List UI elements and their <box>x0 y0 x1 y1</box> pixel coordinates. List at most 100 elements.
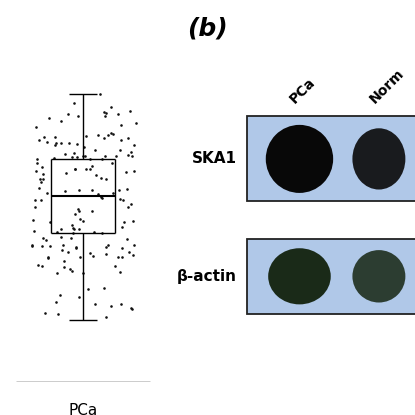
Point <box>103 244 109 251</box>
Point <box>77 253 84 260</box>
Point <box>69 229 76 236</box>
Point <box>121 218 127 225</box>
Point <box>87 166 94 173</box>
Point <box>101 113 108 120</box>
Point <box>69 154 76 160</box>
Point <box>84 286 91 292</box>
Point <box>128 305 134 311</box>
Point <box>40 134 47 141</box>
Point <box>131 242 138 249</box>
Point <box>80 218 86 225</box>
Ellipse shape <box>268 248 331 304</box>
Point <box>94 132 101 139</box>
Point <box>32 168 39 175</box>
Point <box>98 229 105 236</box>
Point <box>109 190 116 196</box>
Ellipse shape <box>352 128 405 190</box>
Point <box>58 234 65 241</box>
Point <box>43 139 50 145</box>
Point <box>125 151 132 158</box>
Point <box>39 234 46 241</box>
Point <box>39 262 46 269</box>
Point <box>40 171 46 177</box>
Point <box>118 223 125 230</box>
Point <box>71 149 78 156</box>
Point <box>107 104 114 110</box>
Point <box>105 242 112 249</box>
Point <box>97 91 104 98</box>
Point <box>117 121 124 128</box>
Point <box>124 135 131 142</box>
Point <box>100 285 107 291</box>
FancyBboxPatch shape <box>247 116 415 201</box>
Point <box>119 253 126 260</box>
Point <box>38 197 45 204</box>
Point <box>130 218 137 225</box>
Point <box>124 204 131 210</box>
Point <box>76 186 82 193</box>
Point <box>73 245 80 252</box>
Point <box>36 136 43 143</box>
Point <box>61 258 67 264</box>
Point <box>99 194 106 201</box>
Point <box>98 193 105 200</box>
Point <box>68 222 75 229</box>
Text: SKA1: SKA1 <box>192 151 237 166</box>
Point <box>72 166 78 173</box>
Point <box>61 264 68 271</box>
Point <box>47 243 54 250</box>
Point <box>44 255 51 262</box>
Point <box>113 152 120 159</box>
Point <box>74 141 81 148</box>
Point <box>123 169 129 176</box>
Point <box>80 270 87 277</box>
Point <box>131 142 137 148</box>
Point <box>34 155 41 162</box>
Point <box>32 197 38 204</box>
Point <box>115 254 122 261</box>
Point <box>88 208 95 215</box>
Point <box>98 175 104 182</box>
Point <box>88 187 95 193</box>
Point <box>58 118 65 124</box>
Point <box>65 111 71 117</box>
Point <box>29 242 35 249</box>
Point <box>92 300 99 307</box>
Point <box>58 226 64 232</box>
Text: PCa: PCa <box>68 403 98 415</box>
Point <box>54 229 60 235</box>
Point <box>37 176 43 183</box>
Point <box>101 109 107 115</box>
Point <box>54 269 60 276</box>
Point <box>67 266 73 272</box>
Point <box>102 153 109 159</box>
Point <box>31 227 38 234</box>
Point <box>46 115 53 121</box>
Point <box>129 153 135 160</box>
Point <box>54 311 61 317</box>
Point <box>53 140 59 146</box>
Point <box>53 299 59 305</box>
Point <box>124 186 130 193</box>
Point <box>131 168 138 174</box>
Point <box>33 124 39 131</box>
Point <box>79 152 86 159</box>
Point <box>108 303 115 310</box>
Point <box>68 268 75 274</box>
Point <box>116 196 123 203</box>
Point <box>98 156 105 162</box>
Point <box>43 237 50 244</box>
Point <box>108 129 115 136</box>
Ellipse shape <box>352 250 405 303</box>
Point <box>127 107 134 114</box>
Point <box>44 190 51 196</box>
Text: Norm: Norm <box>366 66 407 106</box>
Point <box>34 159 41 166</box>
Point <box>83 166 90 172</box>
Point <box>124 236 130 242</box>
Point <box>61 188 68 194</box>
Point <box>36 185 42 191</box>
Point <box>76 216 83 223</box>
Point <box>58 140 65 146</box>
Text: PCa: PCa <box>287 75 318 106</box>
